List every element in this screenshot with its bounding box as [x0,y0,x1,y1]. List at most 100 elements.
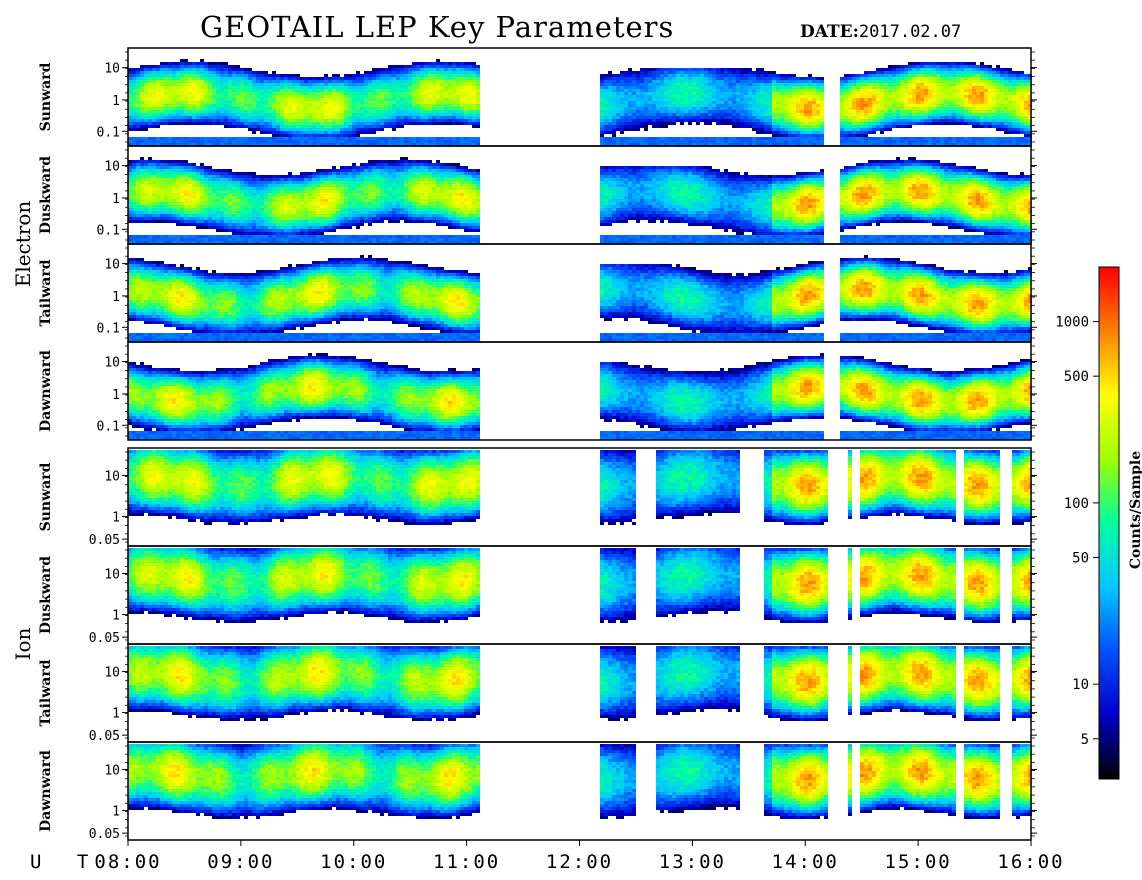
heatmap-cell [224,116,228,119]
heatmap-cell [604,137,608,140]
heatmap-cell [464,62,468,65]
heatmap-cell [164,68,168,71]
heatmap-cell [692,80,696,83]
heatmap-cell [148,107,152,110]
heatmap-cell [412,65,416,68]
heatmap-cell [628,140,632,143]
heatmap-cell [176,71,180,74]
heatmap-cell [624,86,628,89]
heatmap-cell [616,86,620,89]
heatmap-cell [168,101,172,104]
heatmap-cell [220,71,224,74]
heatmap-cell [452,83,456,86]
heatmap-cell [428,83,432,86]
heatmap-cell [636,80,640,83]
heatmap-cell [392,104,396,107]
heatmap-cell [260,113,264,116]
heatmap-cell [628,113,632,116]
heatmap-cell [728,77,732,80]
heatmap-cell [640,71,644,74]
heatmap-cell [308,92,312,95]
heatmap-cell [672,89,676,92]
heatmap-cell [244,125,248,128]
heatmap-cell [220,140,224,143]
heatmap-cell [284,107,288,110]
heatmap-cell [304,80,308,83]
heatmap-cell [708,68,712,71]
heatmap-cell [348,110,352,113]
heatmap-cell [300,119,304,122]
heatmap-cell [464,107,468,110]
heatmap-cell [416,77,420,80]
heatmap-cell [444,137,448,140]
heatmap-cell [248,107,252,110]
heatmap-cell [400,95,404,98]
heatmap-cell [432,98,436,101]
heatmap-cell [632,95,636,98]
heatmap-cell [640,107,644,110]
heatmap-cell [728,74,732,77]
heatmap-cell [328,92,332,95]
heatmap-cell [476,140,480,143]
heatmap-cell [388,137,392,140]
heatmap-cell [268,137,272,140]
heatmap-cell [240,101,244,104]
heatmap-cell [268,107,272,110]
heatmap-cell [260,71,264,74]
heatmap-cell [668,107,672,110]
heatmap-cell [292,104,296,107]
heatmap-cell [444,71,448,74]
heatmap-cell [244,71,248,74]
heatmap-cell [376,74,380,77]
heatmap-cell [364,116,368,119]
heatmap-cell [728,92,732,95]
heatmap-cell [708,92,712,95]
heatmap-cell [652,104,656,107]
heatmap-cell [436,62,440,65]
heatmap-cell [272,92,276,95]
heatmap-cell [244,77,248,80]
heatmap-cell [220,116,224,119]
heatmap-cell [192,92,196,95]
heatmap-cell [168,80,172,83]
heatmap-cell [652,101,656,104]
heatmap-cell [716,98,720,101]
heatmap-cell [324,80,328,83]
heatmap-cell [288,110,292,113]
heatmap-cell [160,95,164,98]
heatmap-cell [672,110,676,113]
heatmap-cell [728,86,732,89]
heatmap-cell [668,95,672,98]
heatmap-cell [272,116,276,119]
heatmap-cell [452,89,456,92]
heatmap-cell [140,119,144,122]
heatmap-cell [688,80,692,83]
heatmap-cell [296,104,300,107]
heatmap-cell [168,62,172,65]
heatmap-cell [276,125,280,128]
heatmap-cell [668,113,672,116]
heatmap-cell [424,92,428,95]
heatmap-cell [200,98,204,101]
heatmap-cell [712,107,716,110]
heatmap-cell [352,74,356,77]
heatmap-cell [220,104,224,107]
heatmap-cell [664,89,668,92]
heatmap-cell [212,98,216,101]
heatmap-cell [336,89,340,92]
heatmap-cell [448,101,452,104]
heatmap-cell [184,104,188,107]
heatmap-cell [636,125,640,128]
heatmap-cell [684,107,688,110]
heatmap-cell [252,140,256,143]
heatmap-cell [364,107,368,110]
heatmap-cell [232,98,236,101]
heatmap-cell [644,122,648,125]
heatmap-cell [280,128,284,131]
heatmap-cell [612,104,616,107]
heatmap-cell [196,86,200,89]
heatmap-cell [380,83,384,86]
heatmap-cell [176,86,180,89]
heatmap-cell [228,89,232,92]
heatmap-cell [620,92,624,95]
